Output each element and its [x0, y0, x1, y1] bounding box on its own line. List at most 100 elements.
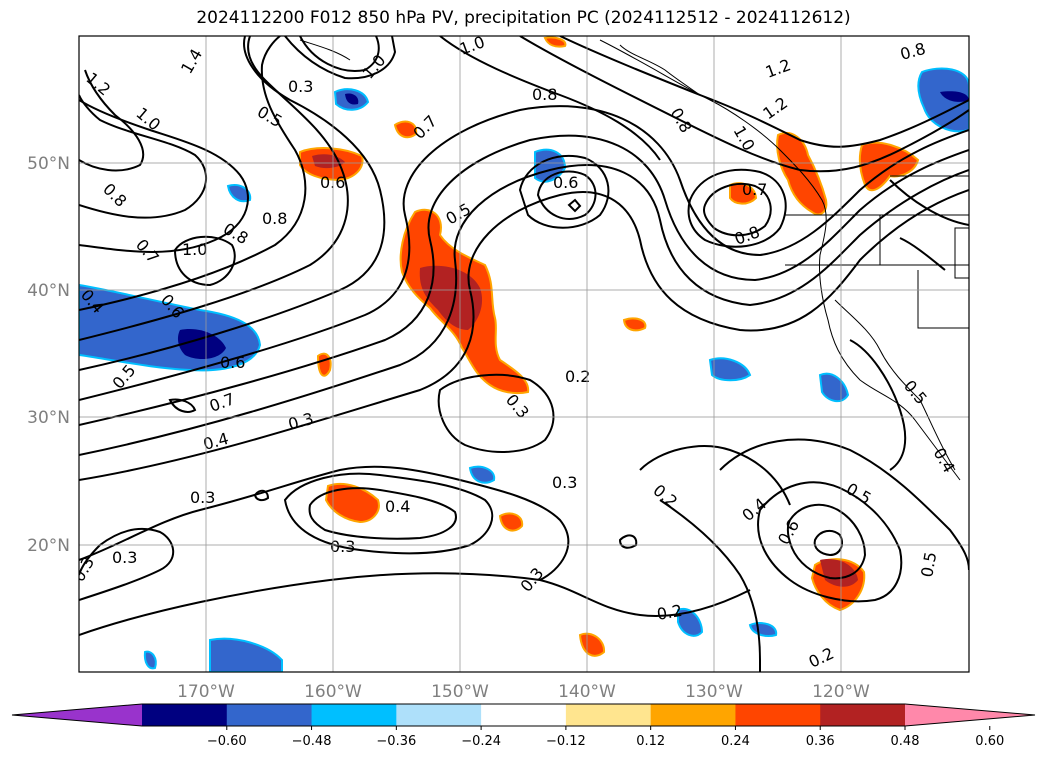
colorbar-tick-label: −0.48 — [292, 734, 332, 749]
precip-patch — [776, 132, 828, 216]
lon-label-130w: 130°W — [685, 682, 743, 702]
pv-contour — [639, 445, 791, 506]
lon-label-150w: 150°W — [431, 682, 489, 702]
pv-contour — [79, 99, 249, 253]
precip-patch — [820, 559, 858, 587]
pv-contour — [719, 438, 969, 571]
colorbar-extend-high — [905, 704, 1035, 726]
pv-contour — [889, 179, 969, 226]
colorbar: −0.60 −0.48 −0.36 −0.24 −0.12 0.12 0.24 0.36 0.4… — [11, 703, 1036, 749]
colorbar-segment — [565, 704, 652, 726]
contour-label: 1.0 — [182, 240, 207, 259]
contour-label: 0.8 — [262, 209, 287, 228]
pv-contour — [253, 489, 270, 502]
pv-contour — [519, 36, 969, 173]
precip-patch — [345, 93, 359, 105]
pv-contour — [79, 164, 969, 456]
pv-contour — [79, 189, 969, 481]
pv-contour — [168, 398, 197, 413]
map-title: 2024112200 F012 850 hPa PV, precipitatio… — [196, 8, 851, 28]
lon-label-160w: 160°W — [304, 682, 362, 702]
precip-patch — [917, 67, 969, 133]
lat-label-20n: 20°N — [27, 536, 70, 556]
contour-label: 0.3 — [112, 548, 137, 567]
colorbar-segment — [481, 704, 567, 726]
precip-patch — [468, 465, 496, 484]
map-frame — [78, 35, 970, 673]
contour-label: 0.3 — [288, 77, 313, 96]
pv-contour — [703, 183, 772, 237]
pv-contour — [536, 170, 597, 220]
precip-patch — [209, 637, 283, 672]
precip-patch — [498, 512, 524, 532]
precip-patch — [324, 482, 380, 524]
colorbar-tick-label: −0.12 — [546, 734, 586, 749]
pv-contour — [79, 105, 969, 401]
contour-label: 0.3 — [330, 537, 355, 556]
precip-patch — [316, 352, 332, 377]
precip-patch — [622, 317, 647, 332]
pv-contour — [79, 94, 208, 219]
contour-label: 0.3 — [190, 488, 215, 507]
pv-contours — [79, 36, 969, 672]
colorbar-tick-label: 0.12 — [636, 734, 665, 749]
precip-patch — [393, 120, 418, 139]
colorbar-tick-label: 0.60 — [975, 734, 1004, 749]
colorbar-segment — [820, 704, 906, 726]
precip-patch — [578, 632, 606, 657]
contour-label: 0.5 — [917, 550, 940, 578]
colorbar-segment — [142, 704, 228, 726]
contour-label: 0.4 — [385, 497, 410, 516]
colorbar-segment — [311, 704, 397, 726]
precip-patch — [226, 184, 252, 203]
border — [917, 270, 969, 329]
coastline — [619, 44, 701, 96]
contour-label: 0.2 — [655, 601, 683, 624]
lon-label-120w: 120°W — [812, 682, 870, 702]
precip-patch — [708, 357, 752, 382]
lat-label-30n: 30°N — [27, 408, 70, 428]
colorbar-segment — [735, 704, 821, 726]
colorbar-segment — [226, 704, 313, 726]
pv-contour — [757, 481, 903, 603]
latitude-labels: 50°N 40°N 30°N 20°N — [27, 154, 70, 556]
pv-contour — [659, 499, 761, 672]
precip-patch — [748, 622, 778, 637]
pv-contour — [559, 36, 969, 148]
pv-contour — [79, 134, 969, 426]
precip-patch — [177, 329, 226, 360]
precip-patch — [940, 91, 969, 102]
precip-patch — [543, 36, 567, 48]
colorbar-tick-label: −0.36 — [376, 734, 416, 749]
longitude-labels: 170°W 160°W 150°W 140°W 130°W 120°W — [177, 682, 870, 702]
colorbar-tick-label: 0.24 — [721, 734, 750, 749]
pv-contour — [79, 465, 570, 581]
pv-contour — [518, 154, 610, 229]
contour-label: 0.2 — [565, 367, 590, 386]
lon-label-140w: 140°W — [558, 682, 616, 702]
precip-patch — [677, 607, 704, 637]
contour-label: 0.8 — [532, 85, 557, 104]
precip-patch — [143, 650, 157, 670]
pv-contour — [567, 198, 582, 213]
pv-contour — [437, 373, 555, 453]
colorbar-tick-label: −0.24 — [461, 734, 501, 749]
contour-label: 0.6 — [553, 173, 578, 192]
pv-contour — [899, 237, 946, 271]
pv-contour — [79, 527, 175, 601]
pv-contour — [173, 235, 236, 287]
colorbar-segment — [396, 704, 482, 726]
pv-contour — [79, 572, 751, 636]
pv-contour — [308, 487, 457, 540]
pv-contour — [79, 69, 145, 172]
pv-contour — [79, 36, 349, 341]
colorbar-tick-label: 0.36 — [806, 734, 835, 749]
lon-label-170w: 170°W — [177, 682, 235, 702]
pv-contour — [299, 36, 380, 72]
coastline — [834, 299, 956, 471]
colorbar-extend-low — [12, 704, 142, 726]
gridlines — [79, 36, 969, 672]
lat-label-50n: 50°N — [27, 154, 70, 174]
pv-contour — [284, 36, 397, 80]
